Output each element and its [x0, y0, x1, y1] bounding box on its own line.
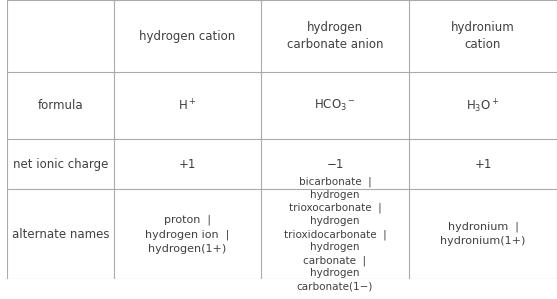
Text: HCO$_3$$^-$: HCO$_3$$^-$ [314, 98, 356, 113]
Text: formula: formula [37, 99, 83, 112]
Text: bicarbonate  |
hydrogen
trioxocarbonate  |
hydrogen
trioxidocarbonate  |
hydroge: bicarbonate | hydrogen trioxocarbonate |… [284, 177, 387, 291]
Text: hydrogen
carbonate anion: hydrogen carbonate anion [287, 21, 383, 51]
Text: H$^+$: H$^+$ [178, 98, 197, 114]
Text: alternate names: alternate names [12, 228, 109, 241]
Text: +1: +1 [475, 158, 492, 171]
Text: +1: +1 [179, 158, 196, 171]
Text: H$_3$O$^+$: H$_3$O$^+$ [466, 97, 500, 115]
Text: net ionic charge: net ionic charge [13, 158, 108, 171]
Text: hydronium  |
hydronium(1+): hydronium | hydronium(1+) [440, 222, 526, 246]
Text: −1: −1 [326, 158, 344, 171]
Text: proton  |
hydrogen ion  |
hydrogen(1+): proton | hydrogen ion | hydrogen(1+) [145, 215, 229, 254]
Text: hydronium
cation: hydronium cation [451, 21, 515, 51]
Text: hydrogen cation: hydrogen cation [139, 30, 236, 43]
